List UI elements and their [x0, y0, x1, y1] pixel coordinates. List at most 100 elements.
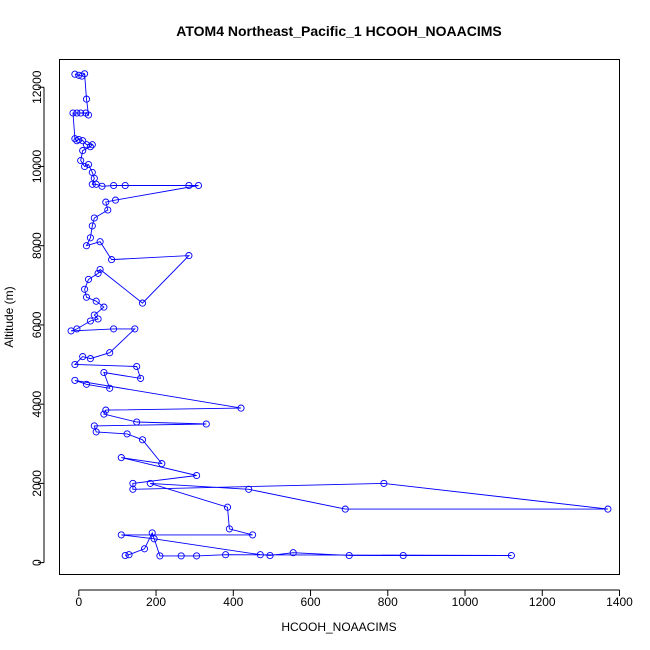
data-point [81, 70, 89, 78]
data-point [90, 214, 98, 222]
data-point [202, 420, 210, 428]
data-point [117, 454, 125, 462]
data-point [604, 505, 612, 513]
data-point [266, 551, 274, 560]
y-axis: 0 2000 4000 6000 8000 10000 12000 [30, 70, 45, 566]
data-point [237, 404, 245, 412]
x-tick-label: 1400 [606, 595, 633, 609]
data-point [245, 485, 253, 493]
data-point [92, 297, 100, 305]
data-point [98, 182, 106, 190]
data-point [82, 380, 91, 388]
y-tick-label: 4000 [30, 390, 44, 417]
data-point [129, 485, 137, 493]
data-point [75, 135, 83, 144]
x-tick-label: 600 [301, 595, 321, 609]
data-point [94, 269, 102, 277]
data-point [138, 436, 147, 444]
data-point [82, 95, 91, 103]
data-point [125, 551, 133, 559]
data-point [86, 143, 94, 151]
data-point [185, 181, 193, 190]
data-point [148, 529, 156, 537]
data-point [133, 418, 141, 426]
data-point [121, 551, 129, 560]
data-point [106, 384, 114, 392]
data-point [77, 156, 85, 165]
data-point [100, 303, 108, 311]
x-axis-label: HCOOH_NOAACIMS [281, 620, 396, 634]
data-point [102, 198, 110, 206]
data-point [96, 265, 104, 274]
data-point [194, 181, 203, 190]
data-point [156, 552, 164, 560]
data-point [137, 374, 145, 382]
data-point [100, 368, 108, 377]
data-point [507, 551, 515, 560]
data-point [96, 238, 104, 246]
data-point [88, 222, 96, 230]
data-point [69, 109, 77, 117]
x-tick-label: 800 [378, 595, 398, 609]
data-point [79, 137, 87, 145]
data-point [77, 109, 85, 117]
data-point [121, 181, 129, 190]
x-tick-label: 1000 [452, 595, 479, 609]
x-tick-label: 1200 [529, 595, 556, 609]
data-point [71, 360, 79, 369]
data-point [94, 315, 102, 323]
data-point [117, 531, 125, 539]
y-tick-label: 6000 [30, 311, 44, 338]
data-point [90, 311, 98, 319]
y-axis-label: Altitude (m) [2, 286, 16, 347]
data-point [86, 355, 94, 363]
data-point [222, 551, 230, 559]
data-point [71, 376, 79, 384]
data-point [84, 275, 93, 283]
data-point [158, 460, 166, 468]
y-tick-label: 0 [30, 559, 44, 566]
plot-frame [59, 59, 620, 575]
data-point [110, 181, 118, 190]
data-point [111, 196, 120, 204]
data-point [193, 471, 201, 480]
x-tick-label: 400 [223, 595, 243, 609]
data-point [86, 317, 94, 325]
data-point [131, 325, 139, 333]
data-point [138, 299, 147, 307]
data-point [110, 325, 118, 333]
data-point [399, 551, 407, 560]
data-point [106, 349, 114, 357]
data-point [102, 406, 110, 414]
data-point [84, 160, 93, 169]
y-tick-label: 12000 [30, 70, 44, 104]
data-point [79, 353, 87, 361]
data-point [146, 479, 154, 487]
series-layer [67, 70, 612, 560]
data-point [71, 70, 79, 78]
data-point [133, 362, 141, 371]
data-point [108, 256, 116, 264]
data-point [81, 162, 89, 171]
x-tick-label: 200 [146, 595, 166, 609]
data-point [86, 234, 94, 242]
y-tick-label: 8000 [30, 232, 44, 259]
chart-title: ATOM4 Northeast_Pacific_1 HCOOH_NOAACIMS [176, 23, 501, 39]
data-point [88, 180, 96, 188]
series-line [70, 72, 608, 557]
data-point [223, 503, 232, 511]
data-point [289, 549, 297, 557]
x-axis: 0 200 400 600 800 1000 1200 1400 [75, 589, 633, 609]
data-point [177, 552, 185, 560]
data-point [104, 206, 112, 214]
x-tick-label: 0 [75, 595, 82, 609]
data-point [88, 141, 96, 149]
data-point [92, 428, 100, 436]
data-point [73, 109, 81, 117]
data-point [140, 545, 149, 553]
data-point [67, 327, 75, 335]
data-point [82, 293, 91, 301]
data-point [345, 551, 353, 560]
data-point [249, 531, 257, 539]
